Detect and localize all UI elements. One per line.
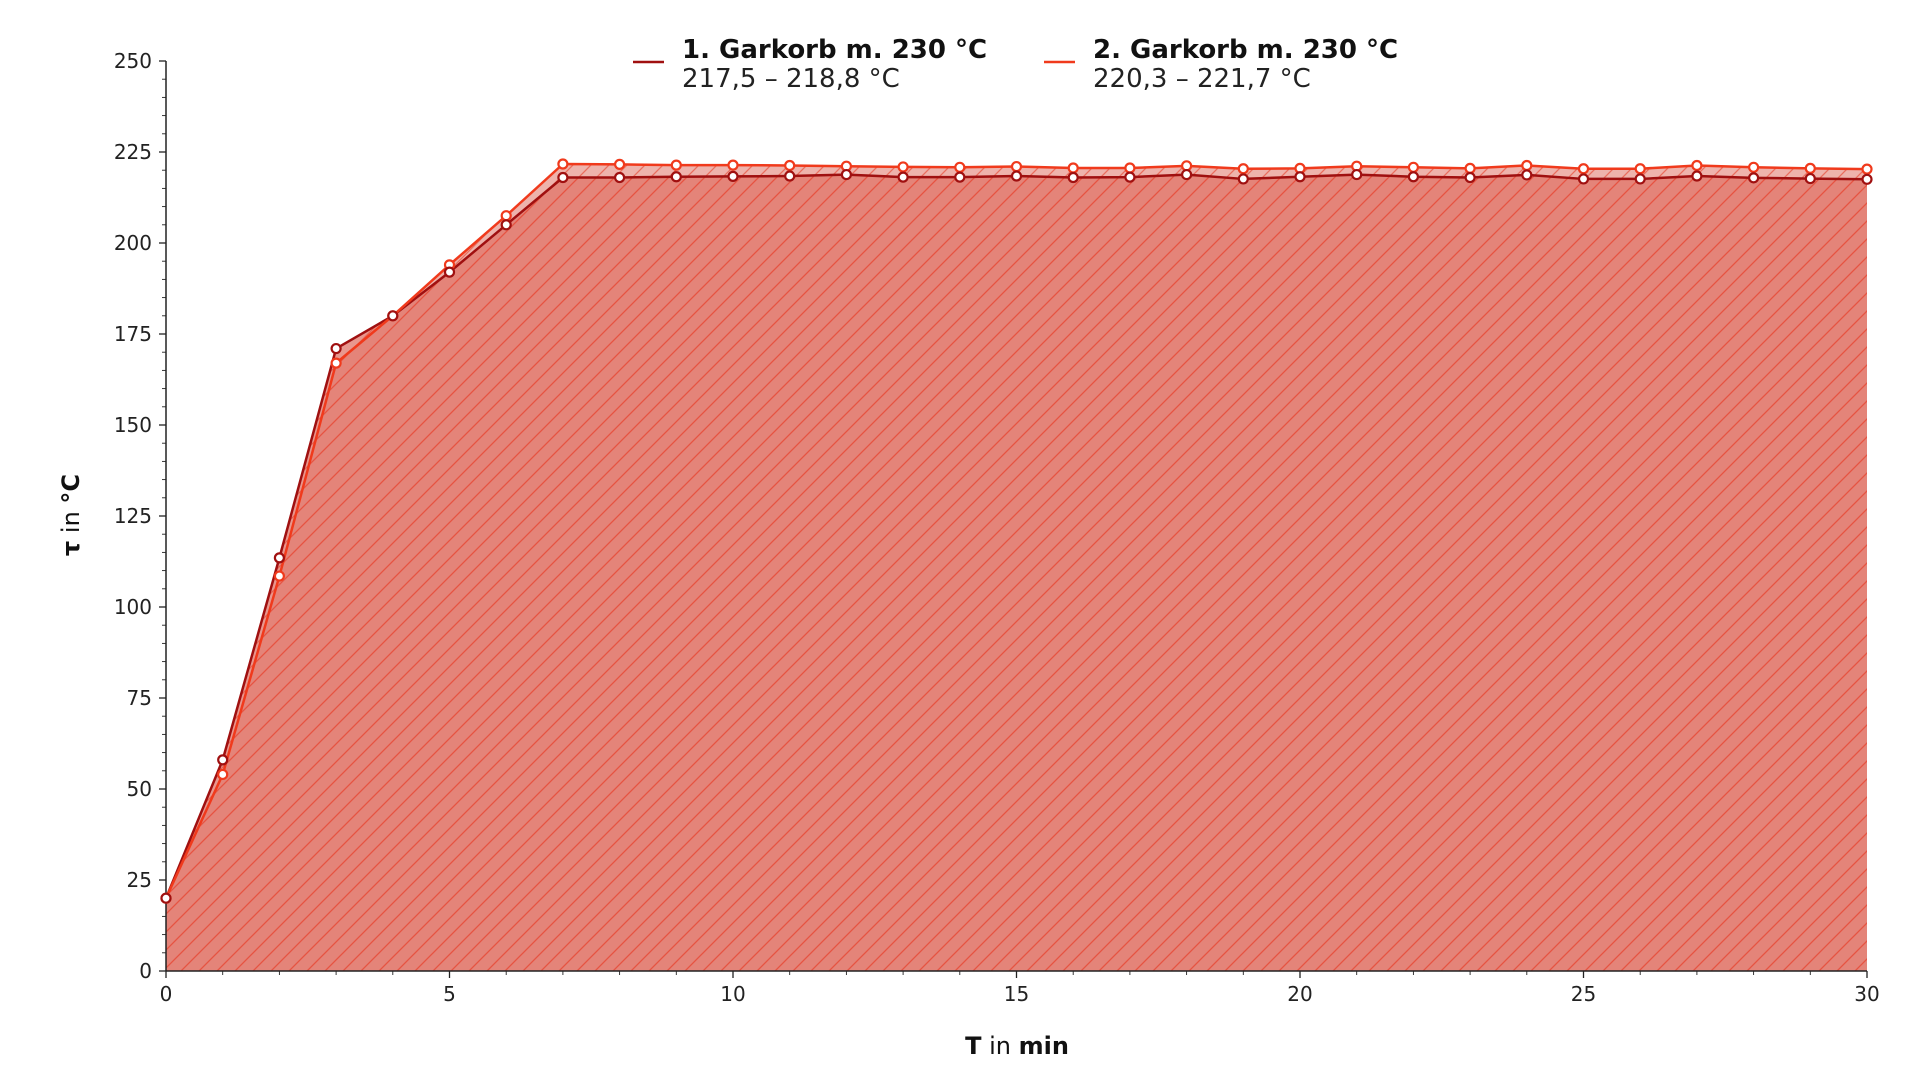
y-axis-symbol: τ <box>57 541 85 556</box>
series-1-point <box>1067 171 1079 184</box>
series-1-point <box>1407 171 1420 183</box>
series-2-point <box>1124 162 1136 174</box>
series-2-point <box>1634 163 1646 175</box>
series-2-point <box>557 158 569 170</box>
y-tick-label: 250 <box>114 49 152 73</box>
series-2-point <box>784 159 796 172</box>
y-tick-label: 225 <box>114 140 152 164</box>
series-1-point <box>1294 171 1306 183</box>
series-2-point <box>1577 163 1590 175</box>
x-tick-label: 20 <box>1287 982 1312 1006</box>
series-1-point <box>330 342 342 355</box>
series-2-point <box>273 570 285 582</box>
y-tick-label: 25 <box>127 868 152 892</box>
series-2-point <box>1804 162 1816 174</box>
series-1-point <box>1634 173 1646 185</box>
series-1-point <box>387 310 399 322</box>
x-tick-label: 25 <box>1571 982 1596 1006</box>
area-hatch-series-1 <box>166 174 1867 971</box>
series-2-point <box>1747 161 1760 173</box>
series-2-point <box>217 768 229 781</box>
series-2-point <box>897 161 909 173</box>
series-2-point <box>670 159 682 171</box>
series-2-point <box>1407 161 1420 173</box>
series-1-point <box>1861 173 1873 185</box>
y-tick-label: 100 <box>114 595 152 619</box>
series-1-point <box>557 171 569 184</box>
series-1-point <box>840 168 853 181</box>
series-1-point <box>1464 171 1476 184</box>
series-1-point <box>160 892 172 904</box>
series-1-point <box>727 170 739 182</box>
legend-label-1: 1. Garkorb m. 230 °C <box>682 35 987 65</box>
x-axis-unit: min <box>1019 1032 1069 1060</box>
series-1-point <box>273 552 285 564</box>
series-1-point <box>784 170 796 182</box>
y-tick-label: 150 <box>114 413 152 437</box>
series-1-point <box>1124 171 1136 183</box>
x-axis-symbol: T <box>965 1032 982 1060</box>
series-2-point <box>1521 159 1533 172</box>
series-2-point <box>330 357 342 369</box>
series-2-point <box>1067 162 1079 174</box>
series-2-point <box>1237 163 1249 175</box>
y-tick-label: 175 <box>114 322 152 346</box>
series-2-point <box>1464 162 1476 174</box>
y-axis-connector: in <box>57 511 85 533</box>
series-2-point <box>500 210 512 222</box>
x-tick-label: 15 <box>1004 982 1029 1006</box>
series-1-point <box>217 754 229 766</box>
series-1-point <box>1747 172 1760 184</box>
series-1-point <box>1521 169 1533 181</box>
series-1-point <box>1180 168 1193 181</box>
series-1-point <box>1691 170 1703 182</box>
series-1-point <box>613 171 626 184</box>
x-tick-label: 10 <box>720 982 745 1006</box>
legend-entry-1: 1. Garkorb m. 230 °C 217,5 – 218,8 °C <box>633 35 987 94</box>
series-1-point <box>1010 170 1023 182</box>
y-tick-label: 125 <box>114 504 152 528</box>
x-axis-title: T in min <box>965 1032 1069 1060</box>
series-1-point <box>1804 172 1816 185</box>
series-2-point <box>613 158 626 170</box>
legend: 1. Garkorb m. 230 °C 217,5 – 218,8 °C 2.… <box>633 35 1398 94</box>
series-2-point <box>1010 160 1023 173</box>
series-1-point <box>954 171 966 183</box>
x-tick-label: 5 <box>443 982 456 1006</box>
y-tick-label: 200 <box>114 231 152 255</box>
series-1-point <box>897 171 909 183</box>
axes-layer: 0 25 50 75 100 125 150 175 200 225 250 0 5 10 15 20 25 30 <box>114 49 1880 1006</box>
series-2-point <box>954 161 966 173</box>
series-2-point <box>1691 159 1703 172</box>
y-tick-label: 75 <box>127 686 152 710</box>
y-tick-label: 0 <box>139 959 152 983</box>
series-1-point <box>1237 173 1249 185</box>
series-points-layer <box>160 158 1873 904</box>
legend-label-2: 2. Garkorb m. 230 °C <box>1093 35 1398 65</box>
x-tick-label: 0 <box>160 982 173 1006</box>
y-tick-label: 50 <box>127 777 152 801</box>
x-axis-connector: in <box>989 1032 1011 1060</box>
series-1-point <box>500 219 512 231</box>
series-2-point <box>727 159 739 171</box>
legend-range-2: 220,3 – 221,7 °C <box>1093 64 1311 94</box>
series-1-point <box>670 171 682 183</box>
y-axis-title: τ in °C <box>57 474 85 556</box>
legend-entry-2: 2. Garkorb m. 230 °C 220,3 – 221,7 °C <box>1044 35 1398 94</box>
series-1-point <box>443 266 456 278</box>
series-2-point <box>1861 163 1873 175</box>
area-fill-layer <box>166 164 1867 972</box>
series-1-point <box>1577 173 1590 185</box>
legend-range-1: 217,5 – 218,8 °C <box>682 64 900 94</box>
series-1-point <box>1351 168 1363 181</box>
y-axis-unit: °C <box>57 474 85 504</box>
x-tick-label: 30 <box>1854 982 1879 1006</box>
